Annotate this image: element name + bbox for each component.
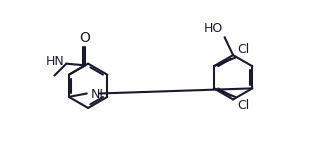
- Text: NH: NH: [91, 88, 110, 101]
- Text: O: O: [80, 31, 91, 45]
- Text: HN: HN: [45, 55, 64, 69]
- Text: Cl: Cl: [237, 99, 249, 112]
- Text: Cl: Cl: [237, 43, 249, 56]
- Text: HO: HO: [204, 22, 223, 35]
